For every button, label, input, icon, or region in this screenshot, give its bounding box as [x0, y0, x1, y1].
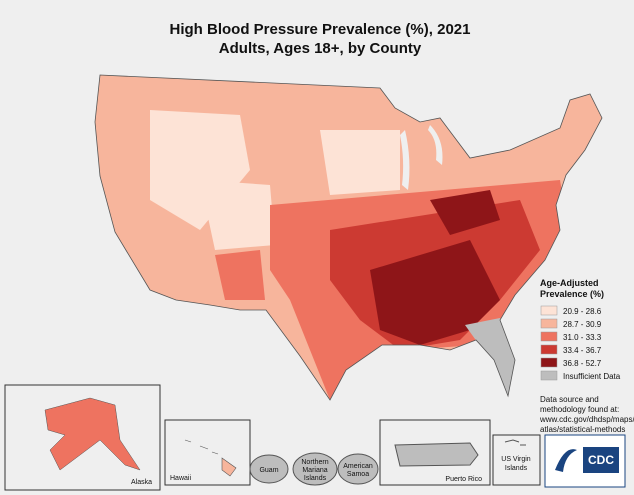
usvi-shape [504, 439, 526, 446]
note-line: atlas/statistical-methods [540, 425, 625, 434]
inset-label: American [343, 463, 373, 470]
legend-label: 28.7 - 30.9 [563, 320, 602, 329]
inset-label: Mariana [302, 467, 327, 474]
legend-swatch [540, 370, 558, 381]
inset-label: Alaska [131, 479, 152, 486]
inset-label: Islands [505, 465, 528, 472]
legend-swatch [540, 357, 558, 368]
samoa-marker [337, 453, 379, 485]
inset-label: Puerto Rico [445, 476, 482, 483]
legend-swatch [540, 305, 558, 316]
pr-shape [394, 442, 479, 467]
cdc-logo: CDC [588, 453, 614, 467]
legend: Age-Adjusted Prevalence (%) 20.9 - 28.6 2… [540, 278, 621, 381]
lake-huron [428, 125, 443, 165]
inset-label: US Virgin [501, 456, 531, 463]
legend-label: Insufficient Data [563, 372, 621, 381]
hawaii-shape [184, 439, 237, 477]
region [320, 130, 400, 195]
region [430, 190, 500, 235]
legend-swatch [540, 318, 558, 329]
guam-marker [249, 454, 289, 484]
title: High Blood Pressure Prevalence (%), 2021 [170, 21, 471, 38]
note-line: Data source and [540, 395, 599, 404]
legend-label: 20.9 - 28.6 [563, 307, 602, 316]
cdc-logo-bg [583, 447, 619, 473]
note-line: www.cdc.gov/dhdsp/maps/ [539, 415, 634, 424]
inset-label: Northern [301, 459, 328, 466]
lake-michigan [400, 130, 410, 190]
legend-title: Age-Adjusted [540, 278, 599, 288]
inset-label: Samoa [347, 471, 369, 478]
us-outline [94, 74, 603, 401]
region [370, 240, 500, 345]
hhs-logo [555, 449, 577, 472]
legend-label: 33.4 - 36.7 [563, 346, 602, 355]
inset-label: Hawaii [170, 475, 191, 482]
hawaii-inset [164, 419, 251, 486]
subtitle: Adults, Ages 18+, by County [219, 40, 422, 57]
legend-swatch [540, 331, 558, 342]
legend-label: 31.0 - 33.3 [563, 333, 602, 342]
inset-label: Islands [304, 475, 327, 482]
legend-label: 36.8 - 52.7 [563, 359, 602, 368]
note-line: methodology found at: [540, 405, 619, 414]
region [215, 250, 265, 300]
inset-label: Guam [259, 467, 278, 474]
usvi-inset [492, 434, 541, 486]
region [200, 180, 275, 250]
legend-swatch [540, 344, 558, 355]
alaska-shape [44, 397, 141, 471]
legend-title: Prevalence (%) [540, 289, 604, 299]
nmi-marker [292, 452, 338, 486]
